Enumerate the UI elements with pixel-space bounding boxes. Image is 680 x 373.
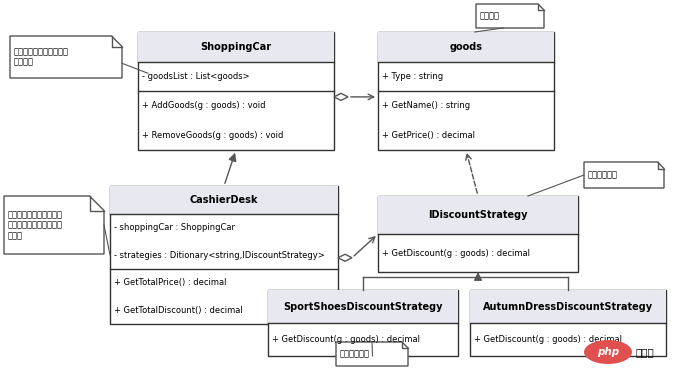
Text: 抽象策略角色: 抽象策略角色 — [588, 170, 618, 179]
Bar — [378, 196, 578, 272]
Text: + GetTotalPrice() : decimal: + GetTotalPrice() : decimal — [114, 278, 226, 287]
Polygon shape — [334, 93, 348, 100]
Text: php: php — [597, 347, 619, 357]
Polygon shape — [10, 36, 122, 78]
Text: + GetDiscount(g : goods) : decimal: + GetDiscount(g : goods) : decimal — [272, 335, 420, 344]
Bar — [378, 32, 554, 150]
Text: 中文网: 中文网 — [636, 347, 655, 357]
Bar — [378, 32, 554, 62]
Bar — [268, 290, 458, 356]
Text: + Type : string: + Type : string — [382, 72, 443, 81]
Polygon shape — [4, 196, 104, 254]
Text: ShoppingCar: ShoppingCar — [201, 42, 271, 52]
Text: + GetTotalDiscount() : decimal: + GetTotalDiscount() : decimal — [114, 306, 243, 315]
Polygon shape — [584, 162, 664, 188]
Bar — [378, 196, 578, 234]
Bar — [110, 186, 338, 214]
Bar — [470, 290, 666, 356]
Text: IDiscountStrategy: IDiscountStrategy — [428, 210, 528, 220]
Bar — [138, 32, 334, 150]
Text: AutumnDressDiscountStrategy: AutumnDressDiscountStrategy — [483, 301, 653, 311]
Text: - goodsList : List<goods>: - goodsList : List<goods> — [142, 72, 250, 81]
Polygon shape — [476, 4, 544, 28]
Polygon shape — [338, 254, 352, 261]
Text: + GetDiscount(g : goods) : decimal: + GetDiscount(g : goods) : decimal — [474, 335, 622, 344]
Polygon shape — [336, 342, 408, 366]
Text: - shoppingCar : ShoppingCar: - shoppingCar : ShoppingCar — [114, 223, 235, 232]
Text: 具体策略角色: 具体策略角色 — [340, 350, 370, 358]
Bar — [268, 290, 458, 323]
Bar — [138, 32, 334, 62]
Text: - strategies : Ditionary<string,IDiscountStrategy>: - strategies : Ditionary<string,IDiscoun… — [114, 251, 325, 260]
Text: SportShoesDiscountStrategy: SportShoesDiscountStrategy — [284, 301, 443, 311]
Text: 具体商品: 具体商品 — [480, 12, 500, 21]
Text: + GetPrice() : decimal: + GetPrice() : decimal — [382, 131, 475, 140]
Text: + AddGoods(g : goods) : void: + AddGoods(g : goods) : void — [142, 101, 265, 110]
Text: + GetDiscount(g : goods) : decimal: + GetDiscount(g : goods) : decimal — [382, 248, 530, 257]
Bar — [470, 290, 666, 323]
Ellipse shape — [584, 340, 632, 364]
Text: + RemoveGoods(g : goods) : void: + RemoveGoods(g : goods) : void — [142, 131, 284, 140]
Text: goods: goods — [449, 42, 483, 52]
Text: 购物车：负责管理顾客购
买的商品: 购物车：负责管理顾客购 买的商品 — [14, 47, 69, 67]
Text: 收银台，负责计算顾客消
费多少钱和所有商品打折
多少钱: 收银台，负责计算顾客消 费多少钱和所有商品打折 多少钱 — [8, 210, 63, 240]
Text: + GetName() : string: + GetName() : string — [382, 101, 470, 110]
Bar — [110, 186, 338, 324]
Text: CashierDesk: CashierDesk — [190, 195, 258, 205]
